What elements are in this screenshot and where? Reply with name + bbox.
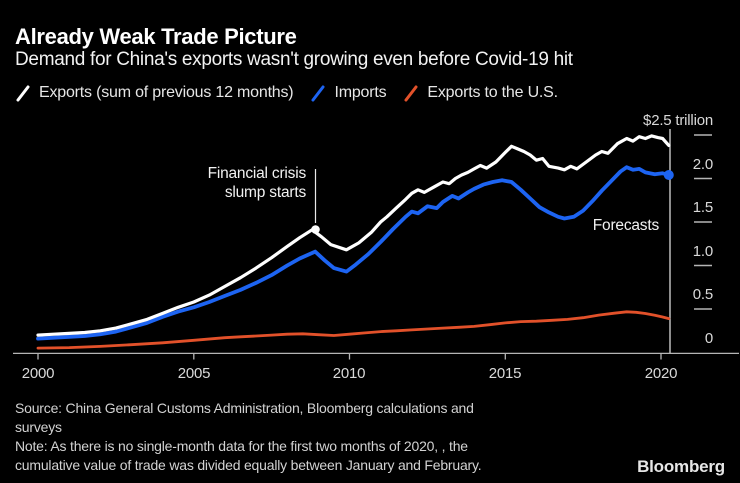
y-axis-ticks <box>694 134 712 310</box>
y-axis-label-1-5: 1.5 <box>692 199 713 216</box>
y-axis-label-0-5: 0.5 <box>692 286 713 303</box>
legend-label-exports-us: Exports to the U.S. <box>427 84 558 101</box>
note-line-1: Note: As there is no single-month data f… <box>15 438 468 454</box>
y-axis-label-1-0: 1.0 <box>692 243 713 260</box>
crisis-annotation: Financial crisis slump starts <box>207 165 307 202</box>
page-subtitle: Demand for China's exports wasn't growin… <box>15 49 573 70</box>
legend-label-exports: Exports (sum of previous 12 months) <box>39 84 294 101</box>
x-axis-label-2015: 2015 <box>488 365 522 382</box>
bloomberg-logo[interactable]: Bloomberg <box>637 457 725 476</box>
series-line-exports-sum-of-previous-12-months <box>36 134 671 337</box>
forecasts-annotation: Forecasts <box>592 217 659 234</box>
series-layer <box>36 134 674 350</box>
legend-item-exports: Exports (sum of previous 12 months) <box>15 84 294 102</box>
footnote-block: Source: China General Customs Administra… <box>15 399 482 475</box>
series-line-exports-to-the-u-s <box>36 310 671 350</box>
x-axis-label-2020: 2020 <box>644 365 678 382</box>
y-axis-label-2-5: $2.5 trillion <box>643 112 713 129</box>
x-axis-ticks <box>37 353 662 360</box>
x-axis-label-2005: 2005 <box>177 365 211 382</box>
source-line-2: surveys <box>15 419 62 435</box>
source-line-1: Source: China General Customs Administra… <box>15 400 474 416</box>
page-title: Already Weak Trade Picture <box>15 24 297 49</box>
crisis-annotation-line1: Financial crisis <box>207 165 307 182</box>
x-axis-label-2010: 2010 <box>332 365 366 382</box>
y-axis-label-0: 0 <box>704 330 713 347</box>
imports-slash-icon <box>311 85 325 101</box>
crisis-annotation-line2: slump starts <box>224 183 306 201</box>
exports-us-slash-icon <box>404 85 418 101</box>
x-axis-label-2000: 2000 <box>21 365 55 382</box>
legend: Exports (sum of previous 12 months) Impo… <box>15 84 558 102</box>
exports-slash-icon <box>16 85 30 101</box>
legend-item-exports-us: Exports to the U.S. <box>403 84 558 102</box>
legend-label-imports: Imports <box>334 84 387 101</box>
series-end-marker-dot <box>663 170 674 180</box>
note-line-2: cumulative value of trade was divided eq… <box>15 457 482 473</box>
y-axis-label-2-0: 2.0 <box>692 156 713 173</box>
series-line-imports <box>36 165 671 341</box>
legend-item-imports: Imports <box>310 84 387 102</box>
crisis-marker-dot <box>311 225 320 234</box>
